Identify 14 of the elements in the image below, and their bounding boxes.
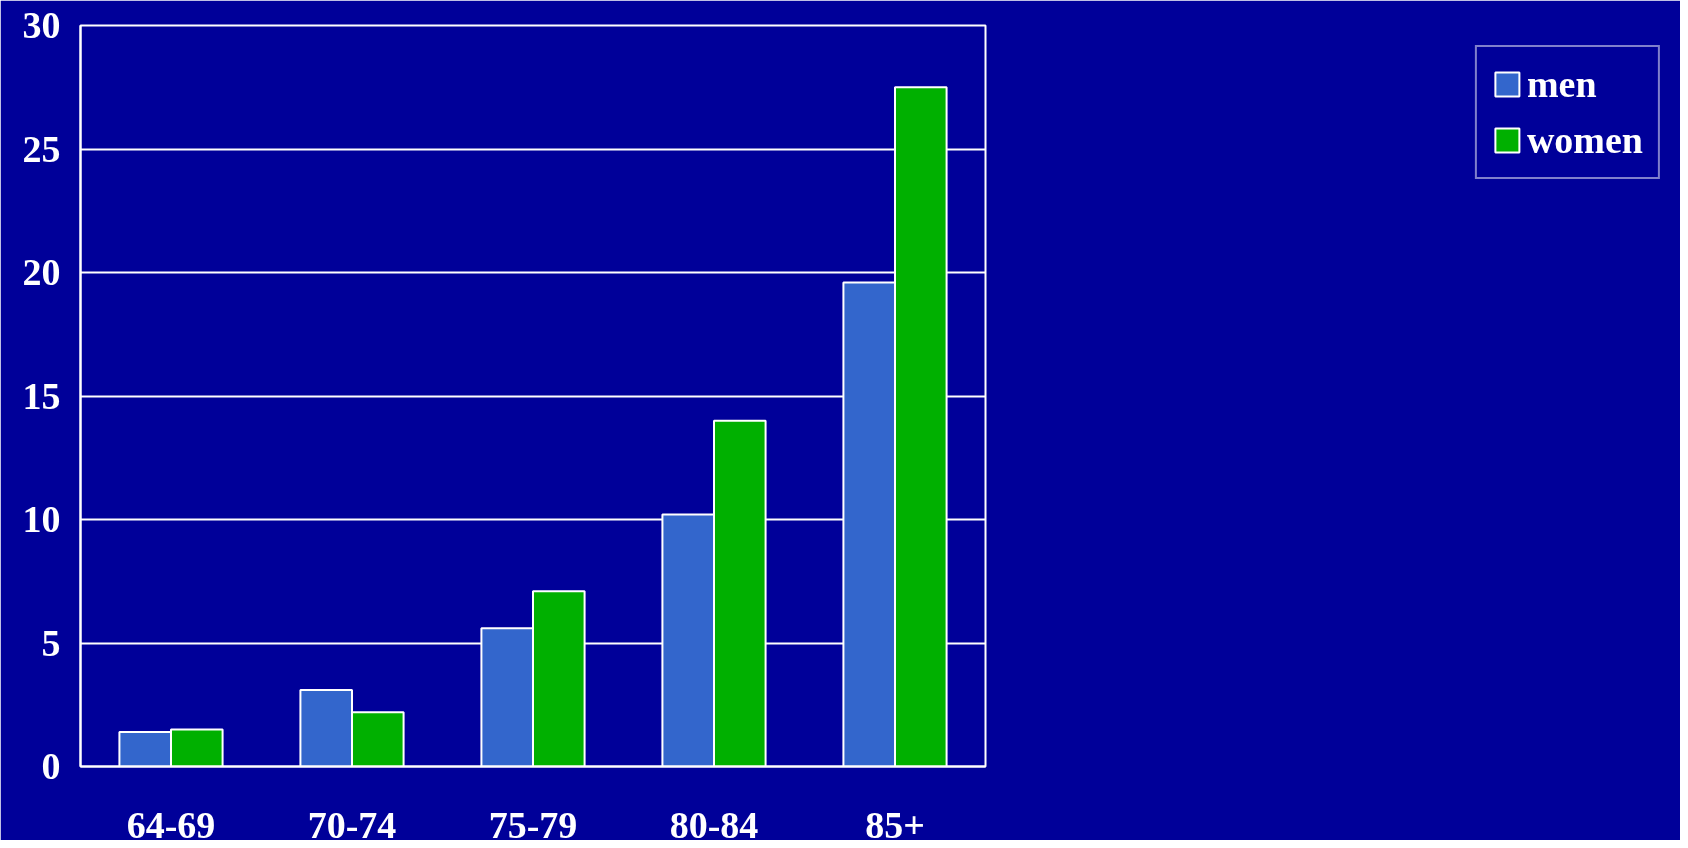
x-tick-label: 80-84: [669, 803, 759, 846]
legend-label: men: [1526, 62, 1597, 106]
y-tick-label: 20: [22, 251, 61, 293]
y-tick-label: 30: [22, 4, 61, 46]
y-tick-label: 15: [22, 374, 61, 417]
legend-label: women: [1526, 118, 1643, 162]
y-tick-label: 0: [41, 745, 61, 787]
y-tick-label: 25: [22, 127, 61, 170]
y-tick-label: 5: [41, 621, 61, 664]
y-tick-label: 10: [22, 498, 61, 540]
x-tick-label: 70-74: [307, 803, 397, 846]
x-tick-label: 75-79: [488, 803, 578, 846]
x-tick-label: 85+: [865, 803, 925, 846]
x-tick-label: 64-69: [126, 803, 216, 846]
